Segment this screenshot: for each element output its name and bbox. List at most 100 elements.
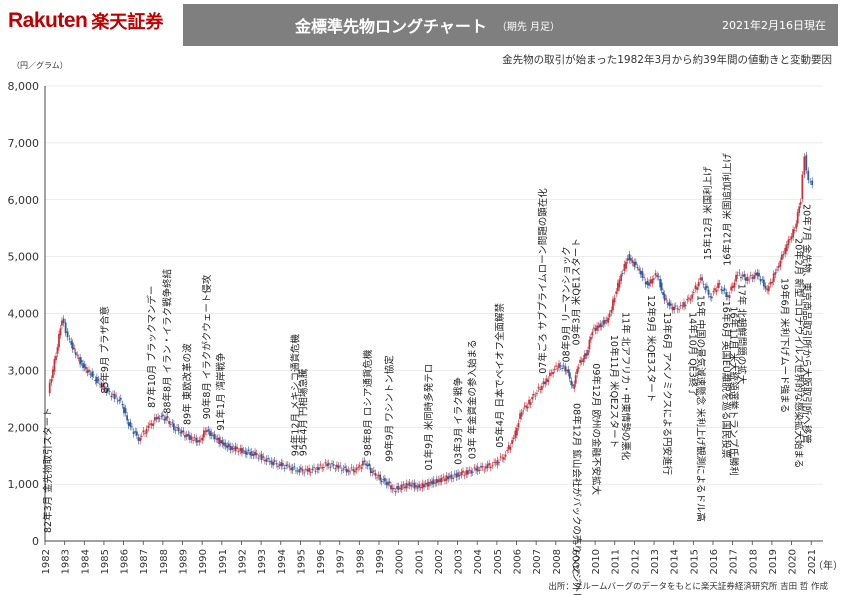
candle-body <box>304 468 307 470</box>
candle-body <box>696 287 698 290</box>
candle-body <box>182 430 185 433</box>
candle-body <box>488 463 491 466</box>
candle-body <box>573 384 576 389</box>
x-tick-label: 2011 <box>611 549 622 574</box>
candle-body <box>683 302 685 308</box>
candle-body <box>66 331 69 338</box>
annotation-label: 14年10月 QE3終了 <box>686 312 698 397</box>
data-point <box>418 486 419 487</box>
data-point <box>801 199 802 200</box>
candle-body <box>355 467 358 471</box>
data-point <box>435 481 436 482</box>
candle-body <box>345 468 348 473</box>
x-tick-label: 1990 <box>198 549 209 574</box>
candle-body <box>790 236 793 240</box>
candle-body <box>562 365 565 367</box>
candle-body <box>193 437 196 439</box>
data-point <box>691 296 692 297</box>
candle-body <box>646 280 649 285</box>
candle-body <box>746 276 749 281</box>
candle-body <box>663 293 666 301</box>
data-point <box>347 469 348 470</box>
candle-body <box>506 450 509 452</box>
candle-body <box>666 303 669 305</box>
x-tick-label: 2013 <box>650 549 661 574</box>
data-point <box>809 182 810 183</box>
candle-body <box>357 467 360 469</box>
candle-body <box>588 339 591 350</box>
candle-body <box>691 294 694 299</box>
data-point <box>484 466 485 467</box>
candle-body <box>805 155 808 171</box>
candle-body <box>158 418 161 420</box>
candle-body <box>769 281 772 285</box>
candle-body <box>58 333 60 348</box>
candle-body <box>388 481 391 484</box>
data-point <box>593 330 594 331</box>
candle-body <box>811 180 814 186</box>
candle-body <box>195 437 198 443</box>
candle-body <box>465 470 468 475</box>
annotation-label: 88年8月 イラン・イラク戦争終結 <box>162 268 174 413</box>
candle-body <box>207 429 210 432</box>
candle-body <box>777 265 780 268</box>
candle-body <box>630 258 632 261</box>
x-tick-label: 1982 <box>41 549 52 574</box>
annotation-label: 08年9月 リーマンショック <box>561 246 573 362</box>
candle-body <box>743 273 746 277</box>
candle-body <box>379 474 382 481</box>
candle-body <box>498 462 500 463</box>
candle-body <box>807 170 810 181</box>
x-tick-label: 1992 <box>237 549 248 574</box>
candle-body <box>413 482 416 489</box>
candle-body <box>735 274 737 282</box>
data-point <box>158 415 159 416</box>
candle-body <box>636 267 639 268</box>
candle-body <box>201 437 204 441</box>
y-axis: 0 1,000 2,000 3,000 4,000 5,000 6,000 7,000 8,00… <box>8 80 46 548</box>
candle-body <box>486 464 489 469</box>
candle-body <box>116 400 119 402</box>
x-tick-label: 2016 <box>709 549 720 574</box>
candle-body <box>718 283 721 285</box>
candle-body <box>366 464 369 467</box>
candle-body <box>692 291 695 293</box>
candle-body <box>605 319 608 322</box>
y-tick-label: 8,000 <box>8 80 40 93</box>
candle-body <box>514 430 517 438</box>
candle-body <box>751 277 754 279</box>
candle-body <box>673 306 676 311</box>
annotation-label: 16年11月 米大統領選挙トランプ氏勝利 <box>728 306 740 475</box>
data-point <box>213 435 214 436</box>
data-point <box>113 395 114 396</box>
data-point <box>657 273 658 274</box>
candle-body <box>290 467 292 471</box>
candle-body <box>602 320 605 325</box>
candle-body <box>542 381 545 385</box>
candle-body <box>124 408 127 414</box>
data-point <box>410 484 411 485</box>
candle-body <box>641 271 644 278</box>
annotation-label: 12年9月 米QE3スタート <box>645 295 657 402</box>
candle-body <box>119 397 122 400</box>
candle-body <box>62 318 65 324</box>
candle-body <box>372 470 375 472</box>
candle-body <box>423 484 425 488</box>
candle-body <box>473 467 476 469</box>
candle-body <box>103 386 106 390</box>
candle-body <box>126 415 129 421</box>
candle-body <box>574 375 577 384</box>
data-point <box>95 378 96 379</box>
annotation-label: 95年4月 円相場急騰 <box>297 368 309 456</box>
candle-body <box>221 440 224 445</box>
x-tick-label: 1995 <box>296 549 307 574</box>
candle-body <box>789 239 791 240</box>
data-point <box>268 461 269 462</box>
candle-body <box>453 473 456 475</box>
candle-body <box>536 393 538 394</box>
candle-body <box>95 376 98 384</box>
candle-body <box>600 324 603 328</box>
candle-body <box>400 484 403 490</box>
candle-body <box>512 437 515 439</box>
data-point <box>337 466 338 467</box>
